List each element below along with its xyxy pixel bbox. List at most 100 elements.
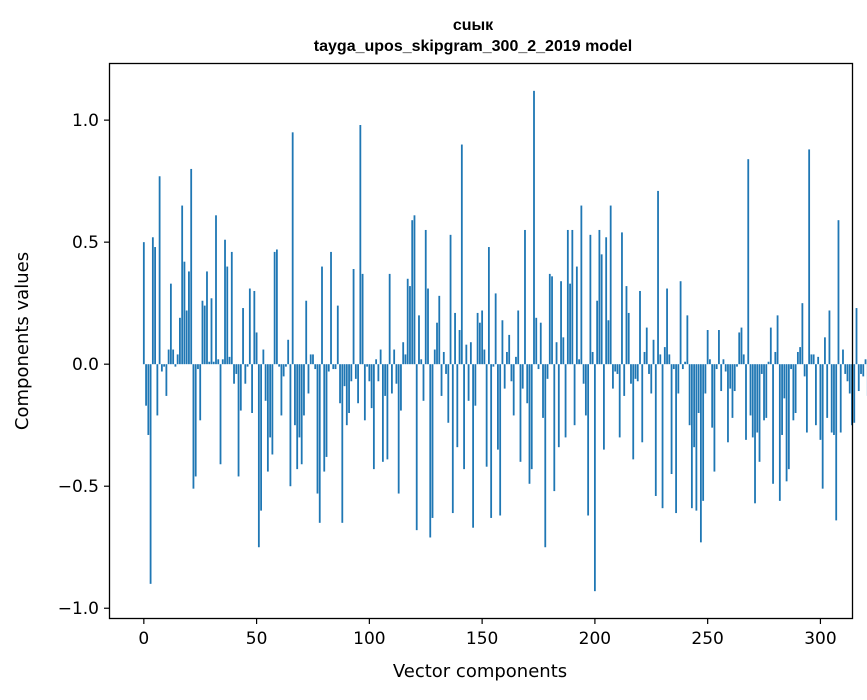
- bar-83: [330, 252, 332, 364]
- bar-255: [718, 330, 720, 364]
- bar-274: [761, 364, 763, 374]
- bar-77: [317, 364, 319, 493]
- bar-54: [265, 364, 267, 401]
- bar-24: [197, 364, 199, 369]
- bar-100: [368, 364, 370, 381]
- bar-173: [533, 91, 535, 364]
- bar-164: [513, 364, 515, 415]
- bar-66: [292, 132, 294, 364]
- bar-276: [765, 364, 767, 418]
- bar-116: [405, 354, 407, 364]
- bar-179: [547, 364, 549, 379]
- bar-43: [240, 364, 242, 410]
- bar-231: [664, 347, 666, 364]
- bar-149: [479, 323, 481, 364]
- bar-6: [156, 364, 158, 415]
- bar-73: [308, 364, 310, 393]
- bar-262: [734, 364, 736, 391]
- bar-46: [247, 364, 249, 366]
- bar-87: [339, 364, 341, 403]
- x-tick-label-1: 50: [246, 629, 268, 649]
- bar-35: [222, 359, 224, 364]
- bar-25: [199, 364, 201, 420]
- bar-33: [217, 359, 219, 364]
- bar-191: [574, 364, 576, 425]
- bar-14: [175, 364, 177, 366]
- bar-253: [714, 364, 716, 471]
- bar-81: [326, 364, 328, 457]
- bar-52: [260, 364, 262, 510]
- bar-105: [380, 350, 382, 365]
- bar-159: [502, 320, 504, 364]
- y-tick-label-1: −0.5: [58, 477, 99, 497]
- bar-82: [328, 364, 330, 371]
- bar-289: [795, 364, 797, 413]
- bar-251: [709, 359, 711, 364]
- bar-45: [244, 364, 246, 384]
- bar-243: [691, 364, 693, 508]
- bar-186: [562, 337, 564, 364]
- bar-319: [862, 364, 864, 376]
- bar-304: [829, 310, 831, 364]
- bar-195: [583, 364, 585, 384]
- bar-145: [470, 342, 472, 364]
- bar-221: [641, 364, 643, 442]
- bar-315: [853, 364, 855, 423]
- bar-187: [565, 364, 567, 437]
- bar-216: [630, 364, 632, 384]
- bar-40: [233, 364, 235, 384]
- bar-272: [756, 364, 758, 432]
- bar-223: [646, 328, 648, 365]
- bar-29: [208, 362, 210, 364]
- bar-305: [831, 364, 833, 432]
- bar-237: [677, 364, 679, 393]
- bar-172: [531, 364, 533, 469]
- bar-49: [253, 291, 255, 364]
- bar-266: [743, 354, 745, 364]
- bar-44: [242, 308, 244, 364]
- bar-258: [725, 364, 727, 371]
- bar-207: [610, 206, 612, 365]
- bar-101: [371, 364, 373, 408]
- bar-220: [639, 291, 641, 364]
- bar-307: [835, 364, 837, 520]
- y-tick-label-0: −1.0: [58, 599, 99, 619]
- bar-4: [152, 237, 154, 364]
- bar-282: [779, 364, 781, 501]
- bar-128: [432, 364, 434, 518]
- bar-0: [143, 242, 145, 364]
- bar-79: [321, 267, 323, 365]
- bar-32: [215, 215, 217, 364]
- bar-298: [815, 364, 817, 425]
- bar-9: [163, 364, 165, 366]
- bar-61: [281, 364, 283, 415]
- bar-76: [314, 364, 316, 369]
- bar-241: [686, 315, 688, 364]
- bar-218: [635, 364, 637, 379]
- x-tick-label-2: 100: [353, 629, 385, 649]
- x-tick-label-0: 0: [138, 629, 149, 649]
- bar-277: [768, 362, 770, 364]
- bar-210: [617, 364, 619, 374]
- bar-308: [838, 220, 840, 364]
- bar-90: [346, 364, 348, 425]
- y-tick-label-3: 0.5: [72, 233, 99, 253]
- bar-62: [283, 364, 285, 376]
- x-axis-label: Vector components: [393, 661, 567, 682]
- bar-124: [423, 364, 425, 401]
- bar-311: [844, 364, 846, 374]
- bar-110: [391, 364, 393, 393]
- bar-47: [249, 289, 251, 365]
- bar-219: [637, 364, 639, 381]
- bar-98: [364, 364, 366, 420]
- bar-260: [729, 364, 731, 388]
- bar-234: [671, 364, 673, 474]
- bar-13: [172, 350, 174, 365]
- bar-293: [804, 364, 806, 376]
- bar-156: [495, 293, 497, 364]
- bar-248: [702, 364, 704, 501]
- bar-263: [736, 364, 738, 366]
- bar-8: [161, 364, 163, 371]
- bar-176: [540, 323, 542, 364]
- bar-203: [601, 254, 603, 364]
